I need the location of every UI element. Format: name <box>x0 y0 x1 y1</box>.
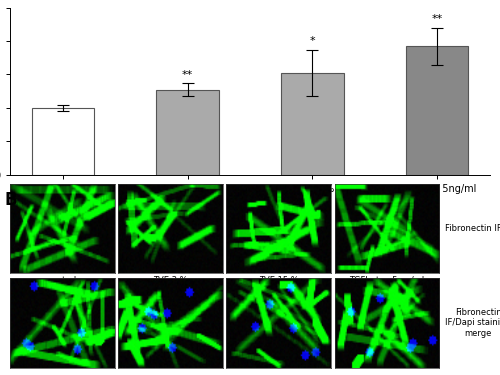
X-axis label: TVE 15 %: TVE 15 % <box>259 276 298 285</box>
Bar <box>406 46 468 175</box>
X-axis label: TGFbeta   5 ng/ml: TGFbeta 5 ng/ml <box>350 276 424 285</box>
X-axis label: TVE 3 %: TVE 3 % <box>153 276 188 285</box>
Text: **: ** <box>182 70 194 80</box>
Text: **: ** <box>432 14 442 24</box>
Bar <box>281 73 344 175</box>
Text: Fibronectin IF: Fibronectin IF <box>446 224 500 232</box>
Text: Fibronectin
IF/Dapi staining
merge: Fibronectin IF/Dapi staining merge <box>446 308 500 338</box>
Text: *: * <box>310 36 315 46</box>
Text: B: B <box>5 191 18 209</box>
Bar <box>156 90 219 175</box>
X-axis label: control: control <box>48 276 77 285</box>
Bar <box>32 108 94 175</box>
